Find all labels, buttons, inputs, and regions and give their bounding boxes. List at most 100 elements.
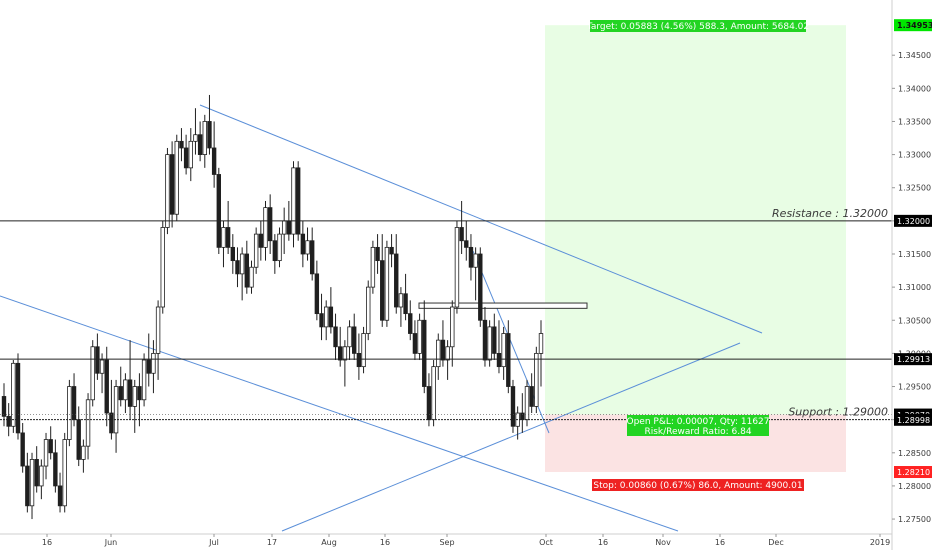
candle-body bbox=[347, 326, 352, 348]
candle-body bbox=[272, 240, 278, 262]
candle bbox=[179, 128, 184, 162]
candle bbox=[375, 234, 380, 274]
time-tick-label: Oct bbox=[539, 538, 553, 547]
candle bbox=[202, 114, 207, 168]
candle-body bbox=[169, 154, 175, 215]
candle-body bbox=[244, 253, 250, 288]
candle-body bbox=[39, 465, 44, 487]
price-badge-bg bbox=[894, 214, 932, 227]
candle-body bbox=[25, 465, 30, 507]
level-label: Resistance : 1.32000 bbox=[772, 207, 888, 220]
candle bbox=[267, 194, 273, 254]
candle bbox=[53, 439, 58, 493]
candle-body bbox=[328, 306, 334, 328]
candle bbox=[25, 452, 30, 513]
price-tick-label: 1.33000 bbox=[898, 151, 931, 160]
candle-body bbox=[361, 333, 366, 368]
candle-body bbox=[249, 266, 254, 288]
candle-body bbox=[529, 386, 534, 407]
candle-body bbox=[146, 359, 151, 374]
candle-body bbox=[132, 386, 137, 407]
candle-body bbox=[155, 306, 161, 354]
candle bbox=[440, 320, 446, 367]
candle bbox=[277, 227, 282, 268]
price-badge: 1.28998 bbox=[894, 413, 932, 426]
time-tick-label: 16 bbox=[598, 538, 608, 547]
trend-line bbox=[281, 342, 741, 532]
candle bbox=[155, 300, 161, 380]
time-tick-label: 2019 bbox=[870, 538, 890, 547]
candle-body bbox=[90, 346, 95, 401]
candle-body bbox=[267, 207, 273, 242]
candle bbox=[492, 313, 497, 361]
candle-body bbox=[34, 459, 39, 487]
price-badge-text: 1.28210 bbox=[897, 468, 930, 477]
time-tick-label: 16 bbox=[715, 538, 725, 547]
candle-body bbox=[403, 293, 408, 315]
target-label: Target: 0.05883 (4.56%) 588.3, Amount: 5… bbox=[586, 20, 809, 32]
candle-body bbox=[426, 386, 432, 421]
candle bbox=[356, 333, 362, 380]
candle-body bbox=[151, 352, 156, 374]
candle-body bbox=[1, 396, 7, 417]
candle-body bbox=[81, 445, 86, 460]
price-badge-bg bbox=[894, 466, 932, 479]
candle-body bbox=[85, 399, 91, 447]
candle bbox=[403, 273, 408, 321]
candle bbox=[95, 333, 100, 380]
price-badge: 1.29913 bbox=[894, 353, 932, 366]
candle bbox=[454, 220, 460, 314]
candle bbox=[137, 373, 142, 427]
time-tick-label: Nov bbox=[655, 538, 671, 547]
candle bbox=[249, 260, 254, 294]
candle bbox=[538, 320, 544, 387]
candle-body bbox=[398, 293, 404, 308]
candle bbox=[436, 333, 441, 380]
stop-label-text: Stop: 0.00860 (0.67%) 86.0, Amount: 4900… bbox=[593, 481, 802, 491]
time-tick-label: Dec bbox=[768, 538, 783, 547]
price-tick-label: 1.27500 bbox=[898, 515, 931, 524]
candle-body bbox=[300, 233, 306, 255]
candle bbox=[520, 393, 525, 433]
candle-body bbox=[459, 227, 464, 242]
candle bbox=[534, 346, 539, 414]
candle-body bbox=[160, 227, 165, 308]
candle bbox=[221, 220, 226, 268]
candle bbox=[347, 320, 352, 361]
price-badge-bg bbox=[894, 19, 932, 32]
candle-body bbox=[534, 352, 539, 407]
candle-body bbox=[202, 121, 207, 155]
candle bbox=[169, 141, 175, 228]
candle bbox=[132, 379, 137, 433]
candle-body bbox=[137, 386, 142, 401]
candle-body bbox=[109, 412, 114, 434]
price-tick-label: 1.32500 bbox=[898, 184, 931, 193]
candle bbox=[207, 94, 212, 155]
candle-body bbox=[464, 240, 469, 248]
candle-body bbox=[454, 227, 460, 308]
candle-body bbox=[6, 415, 11, 427]
rectangle-drawing bbox=[418, 302, 588, 309]
candle bbox=[366, 280, 371, 341]
time-tick-label: Aug bbox=[321, 538, 337, 547]
open-pnl-text: Open P&L: 0.00007, Qty: 11627 bbox=[627, 417, 770, 427]
candle bbox=[478, 247, 483, 327]
candle bbox=[174, 134, 179, 221]
candle bbox=[15, 353, 21, 440]
candle-body bbox=[141, 359, 147, 401]
candle bbox=[263, 200, 268, 261]
stop-label: Stop: 0.00860 (0.67%) 86.0, Amount: 4900… bbox=[592, 479, 804, 491]
candle bbox=[141, 353, 147, 407]
candle-body bbox=[95, 346, 100, 374]
candle-body bbox=[71, 386, 77, 421]
candle-body bbox=[15, 362, 21, 434]
candle bbox=[118, 366, 123, 407]
candle bbox=[295, 161, 301, 241]
candle-body bbox=[123, 379, 128, 401]
candle-body bbox=[309, 240, 315, 275]
candle-body bbox=[221, 227, 226, 248]
candle-body bbox=[422, 319, 427, 387]
candle bbox=[487, 320, 492, 367]
candle-body bbox=[235, 260, 240, 275]
candle-body bbox=[482, 319, 488, 361]
